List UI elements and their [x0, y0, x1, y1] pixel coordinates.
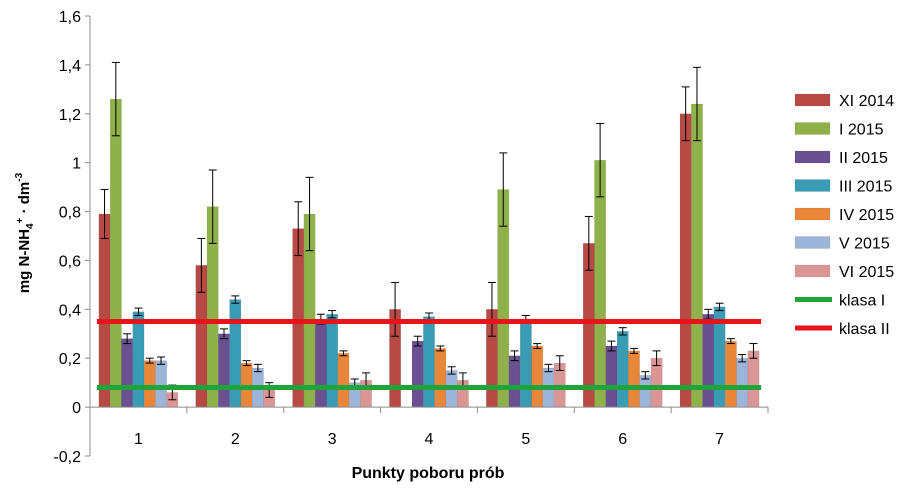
bar-iii-2015-3	[326, 313, 339, 408]
bar-ii-2015-5	[508, 355, 521, 408]
legend-swatch-i-2015	[794, 122, 831, 135]
legend-swatch-iv-2015	[794, 207, 831, 221]
y-axis-title-sup2: -3	[14, 172, 25, 181]
bar-xi-2014-1	[98, 213, 111, 408]
bar-xi-2014-7	[679, 113, 692, 408]
bar-v-2015-1	[155, 360, 167, 408]
legend-label-klasa-ii: klasa II	[839, 321, 890, 338]
y-tick-label: 1,4	[59, 58, 81, 75]
legend-label-iii-2015: III 2015	[839, 179, 892, 196]
x-axis-title: Punkty poboru prób	[352, 465, 505, 482]
bar-vi-2015-7	[747, 350, 760, 408]
legend-swatch-iii-2015	[794, 179, 831, 192]
bar-v-2015-6	[639, 375, 652, 408]
legend-swatch-vi-2015	[794, 264, 831, 278]
x-tick-label: 1	[134, 431, 143, 448]
x-tick-label: 2	[231, 431, 240, 448]
x-tick-label: 5	[521, 431, 530, 448]
bar-ii-2015-4	[411, 340, 424, 408]
bar-ii-2015-3	[314, 318, 327, 408]
legend-label-v-2015: V 2015	[839, 236, 890, 253]
bar-iii-2015-5	[519, 318, 532, 408]
x-tick-label: 7	[715, 431, 724, 448]
legend-swatch-xi-2014	[794, 93, 831, 107]
legend: XI 2014 I 2015 II 2015 III 2015 IV 2015 V 201…	[794, 93, 894, 338]
x-tick-label: 6	[618, 431, 627, 448]
legend-label-ii-2015: II 2015	[839, 150, 888, 167]
bar-ii-2015-2	[218, 333, 230, 408]
bar-iv-2015-4	[434, 348, 447, 408]
legend-swatch-v-2015	[794, 236, 831, 249]
y-axis-title-base: mg N-NH	[16, 229, 33, 293]
y-tick-label: -0,2	[53, 449, 81, 466]
plot-area	[96, 61, 762, 408]
legend-label-vi-2015: VI 2015	[839, 264, 894, 281]
bar-iv-2015-3	[337, 353, 350, 408]
y-tick-label: 0,4	[59, 302, 81, 319]
bar-iv-2015-5	[531, 345, 544, 408]
legend-label-xi-2014: XI 2014	[839, 93, 894, 110]
bar-i-2015-1	[109, 98, 122, 408]
bar-v-2015-7	[736, 357, 749, 408]
x-tick-label: 4	[425, 431, 434, 448]
y-axis-title-sup: +	[15, 217, 26, 223]
y-tick-label: 1	[72, 156, 81, 173]
y-axis-title: mg N-NH4+ · dm-3	[14, 172, 36, 293]
y-tick-label: 1,6	[59, 9, 81, 26]
y-tick-label: 0,8	[59, 205, 81, 222]
x-tick-label: 3	[328, 431, 337, 448]
legend-label-klasa-i: klasa I	[839, 293, 885, 310]
bar-i-2015-7	[691, 103, 703, 408]
y-tick-label: 0,6	[59, 253, 81, 270]
y-tick-label: 0,2	[59, 351, 81, 368]
bar-iv-2015-6	[628, 350, 640, 408]
legend-label-i-2015: I 2015	[839, 122, 884, 139]
y-tick-label: 1,2	[59, 107, 81, 124]
bar-iii-2015-6	[616, 331, 629, 408]
y-axis-title-mid: · dm	[16, 182, 33, 218]
bar-ii-2015-7	[702, 313, 715, 408]
bar-iii-2015-4	[423, 316, 435, 408]
bar-iii-2015-1	[132, 311, 145, 408]
bar-iv-2015-1	[143, 360, 156, 408]
bar-ii-2015-6	[605, 345, 618, 408]
y-tick-label: 0	[72, 400, 81, 417]
y-axis-title-sub: 4	[25, 223, 36, 229]
legend-swatch-ii-2015	[794, 150, 831, 164]
axes: -0,2 0 0,2 0,4 0,6 0,8 1 1,2 1,4 1,6 1 2 3 4 5 6 7	[53, 9, 769, 466]
bar-iv-2015-7	[724, 340, 737, 408]
bar-iii-2015-2	[229, 299, 242, 408]
legend-label-iv-2015: IV 2015	[839, 207, 894, 224]
bar-ii-2015-1	[121, 338, 134, 408]
